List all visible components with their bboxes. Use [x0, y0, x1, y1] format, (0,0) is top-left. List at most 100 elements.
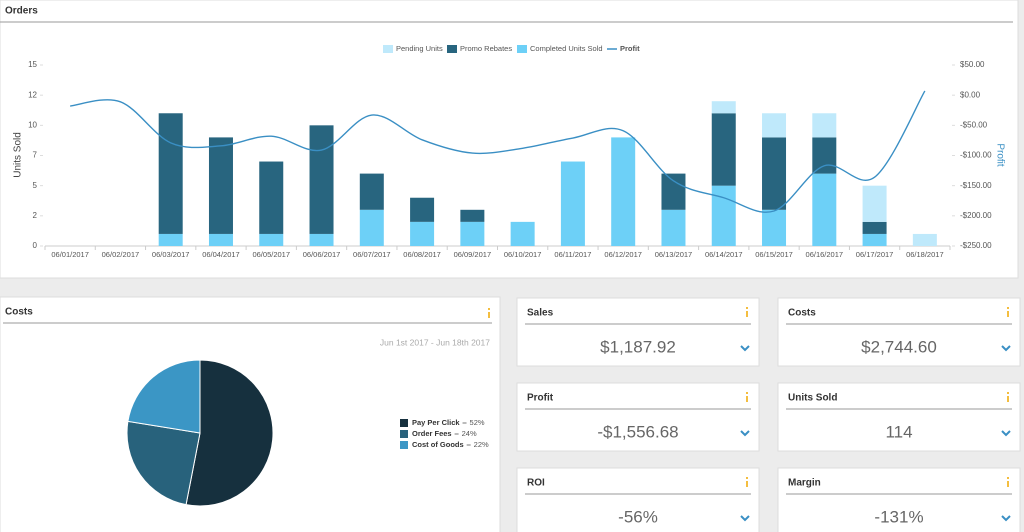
- bar-segment: [510, 221, 535, 246]
- legend-value: 24%: [462, 429, 477, 438]
- x-tick-label: 06/11/2017: [554, 250, 591, 259]
- icon-dot: [488, 308, 490, 310]
- bar-segment: [762, 137, 787, 210]
- legend-value: 22%: [474, 440, 489, 449]
- y-tick-label: 0: [33, 241, 38, 250]
- card-value: -131%: [874, 507, 923, 526]
- legend-swatch: [447, 45, 457, 53]
- card-title: ROI: [527, 478, 545, 489]
- legend-swatch: [400, 441, 408, 449]
- x-tick-label: 06/05/2017: [252, 250, 290, 259]
- y2-tick-label: -$100.00: [960, 151, 992, 160]
- bar-segment: [812, 137, 837, 174]
- info-icon[interactable]: [1007, 392, 1009, 402]
- y2-tick-label: $50.00: [960, 60, 985, 69]
- card-title: Profit: [527, 393, 554, 404]
- bar-segment: [711, 101, 736, 114]
- info-icon[interactable]: [746, 477, 748, 487]
- legend-label: Completed Units Sold: [530, 44, 603, 53]
- bar-segment: [661, 173, 686, 210]
- card-bg: [516, 467, 760, 532]
- y-tick-label: 12: [28, 90, 37, 99]
- x-tick-label: 06/17/2017: [856, 250, 894, 259]
- bar-segment: [912, 233, 937, 246]
- bar-segment: [711, 185, 736, 246]
- profit-line: [70, 90, 926, 213]
- x-tick-label: 06/12/2017: [604, 250, 642, 259]
- bar-segment: [158, 233, 183, 246]
- bar-segment: [812, 173, 837, 246]
- legend-label: Pay Per Click: [412, 418, 460, 427]
- icon-dot: [1007, 477, 1009, 479]
- y2-tick-label: -$250.00: [960, 241, 992, 250]
- bar-segment: [862, 221, 887, 234]
- info-icon[interactable]: [1007, 307, 1009, 317]
- bar-segment: [208, 137, 233, 234]
- legend-swatch: [517, 45, 527, 53]
- card-value: -$1,556.68: [597, 422, 678, 441]
- info-icon[interactable]: [1007, 477, 1009, 487]
- legend-swatch: [400, 430, 408, 438]
- legend-label: Profit: [620, 44, 640, 53]
- pie-slice: [185, 359, 274, 507]
- card-bg: [777, 297, 1021, 367]
- bar-segment: [309, 125, 334, 234]
- bar-segment: [560, 161, 585, 246]
- bar-segment: [762, 209, 787, 246]
- icon-dot: [1007, 307, 1009, 309]
- x-tick-label: 06/07/2017: [353, 250, 391, 259]
- y-tick-label: 15: [28, 60, 37, 69]
- legend-value: 52%: [470, 418, 485, 427]
- bar-segment: [460, 209, 485, 222]
- card-value: -56%: [618, 507, 658, 526]
- icon-dot: [746, 307, 748, 309]
- x-tick-label: 06/01/2017: [51, 250, 89, 259]
- card-chevron[interactable]: [1001, 515, 1011, 522]
- costs-title: Costs: [5, 307, 33, 318]
- info-icon[interactable]: [746, 392, 748, 402]
- info-icon[interactable]: [746, 307, 748, 317]
- bar-segment: [410, 197, 435, 222]
- card-chevron[interactable]: [740, 515, 750, 522]
- metric-card: Sales $1,187.92: [516, 297, 760, 367]
- bar-segment: [611, 137, 636, 246]
- x-tick-label: 06/13/2017: [655, 250, 693, 259]
- bar-segment: [359, 173, 384, 210]
- bar-segment: [812, 113, 837, 138]
- legend-label: Promo Rebates: [460, 44, 512, 53]
- orders-title: Orders: [5, 6, 38, 17]
- card-title: Units Sold: [788, 393, 837, 404]
- x-tick-label: 06/10/2017: [504, 250, 542, 259]
- legend-label: Cost of Goods: [412, 440, 464, 449]
- card-value: $2,744.60: [861, 337, 937, 356]
- legend-swatch: [400, 419, 408, 427]
- x-tick-label: 06/16/2017: [806, 250, 844, 259]
- pie-slice: [127, 359, 201, 434]
- costs-info-icon[interactable]: [488, 308, 490, 318]
- x-tick-label: 06/15/2017: [755, 250, 793, 259]
- y2-axis-title: Profit: [994, 143, 1005, 167]
- y-tick-label: 5: [33, 181, 38, 190]
- y2-tick-label: -$200.00: [960, 211, 992, 220]
- bar-segment: [862, 233, 887, 246]
- card-bg: [516, 382, 760, 452]
- x-tick-label: 06/03/2017: [152, 250, 190, 259]
- metric-card: Units Sold 114: [777, 382, 1021, 452]
- icon-dot: [746, 477, 748, 479]
- card-chevron[interactable]: [740, 345, 750, 352]
- y-tick-label: 10: [28, 120, 37, 129]
- card-chevron[interactable]: [740, 430, 750, 437]
- card-chevron[interactable]: [1001, 345, 1011, 352]
- card-chevron[interactable]: [1001, 430, 1011, 437]
- bar-segment: [762, 113, 787, 138]
- bar-segment: [158, 113, 183, 234]
- date-range: Jun 1st 2017 - Jun 18th 2017: [380, 337, 490, 347]
- x-tick-label: 06/09/2017: [454, 250, 492, 259]
- icon-dot: [746, 392, 748, 394]
- y2-tick-label: -$50.00: [960, 120, 988, 129]
- card-value: 114: [885, 422, 912, 441]
- y2-tick-label: -$150.00: [960, 181, 992, 190]
- card-bg: [777, 467, 1021, 532]
